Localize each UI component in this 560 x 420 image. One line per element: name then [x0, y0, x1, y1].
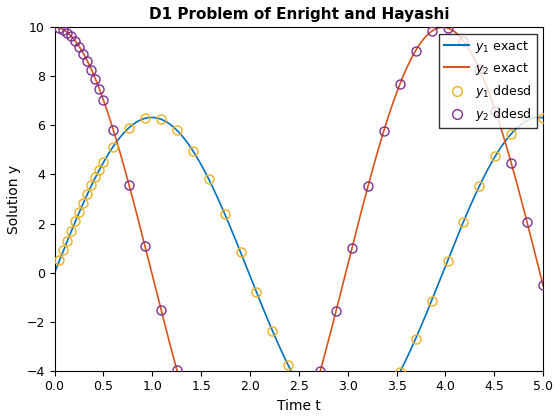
- X-axis label: Time t: Time t: [277, 399, 321, 413]
- Title: D1 Problem of Enright and Hayashi: D1 Problem of Enright and Hayashi: [148, 7, 449, 22]
- Legend: $y_1$ exact, $y_2$ exact, $y_1$ ddesd, $y_2$ ddesd: $y_1$ exact, $y_2$ exact, $y_1$ ddesd, $…: [439, 34, 537, 128]
- Y-axis label: Solution y: Solution y: [7, 165, 21, 234]
